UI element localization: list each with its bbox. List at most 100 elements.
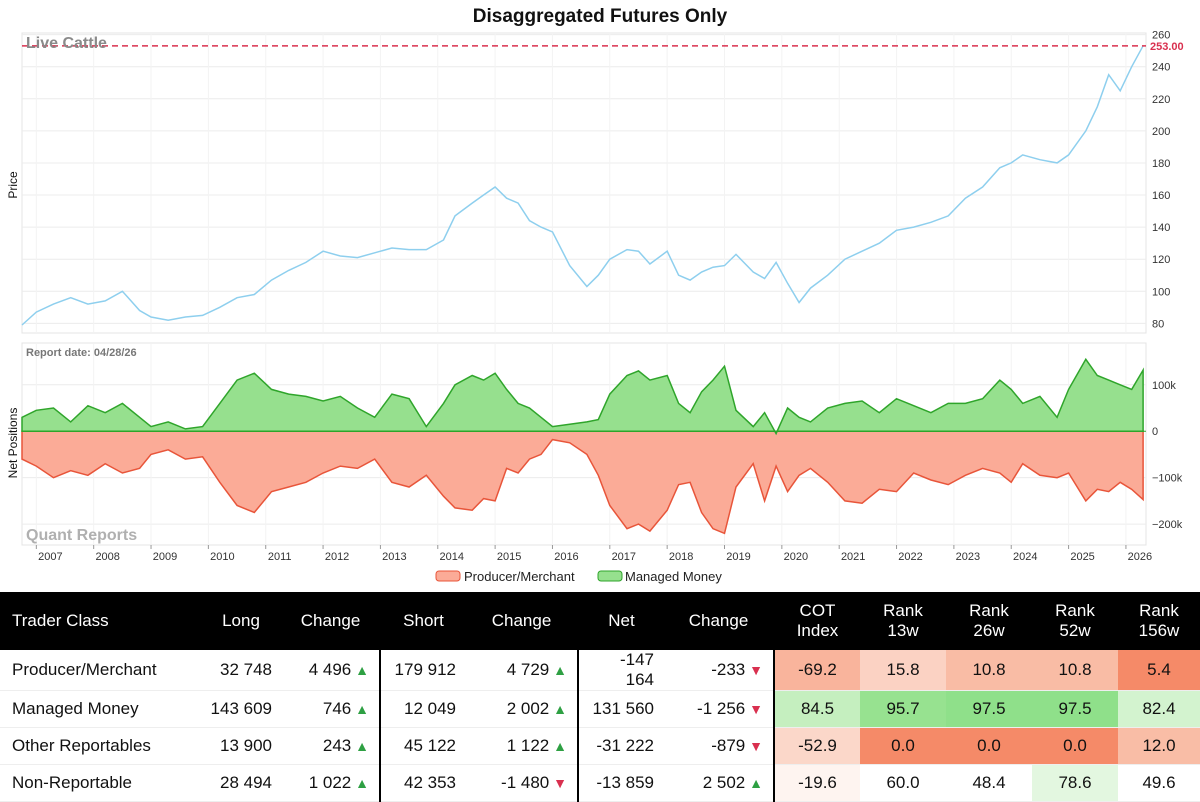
price-gridlines bbox=[22, 33, 1146, 333]
short-change-cell: 4 729 bbox=[466, 650, 578, 691]
net-cell: 131 560 bbox=[577, 690, 664, 728]
x-tick-label: 2012 bbox=[325, 551, 349, 563]
cot-table: Trader Class Long Change Short Change Ne… bbox=[0, 592, 1200, 802]
legend: Producer/Merchant Managed Money bbox=[435, 569, 722, 584]
short-change-cell: 1 122 bbox=[466, 727, 578, 765]
x-tick-label: 2020 bbox=[784, 551, 808, 563]
x-tick-label: 2013 bbox=[382, 551, 406, 563]
net-tick-label: −200k bbox=[1152, 519, 1183, 531]
rank-13w-cell: 0.0 bbox=[860, 727, 946, 765]
rank-13w-cell: 15.8 bbox=[860, 650, 946, 691]
header-rank-26w: Rank 26w bbox=[946, 592, 1032, 650]
legend-label-producer: Producer/Merchant bbox=[464, 569, 575, 584]
short-cell: 179 912 bbox=[379, 650, 466, 691]
net-change-cell: -233 bbox=[664, 650, 774, 691]
net-change-cell: -1 256 bbox=[664, 690, 774, 728]
cot-chart: Disaggregated Futures Only 80 100 120 140 16… bbox=[6, 6, 1184, 584]
x-tick-label: 2014 bbox=[440, 551, 464, 563]
x-tick-label: 2016 bbox=[554, 551, 578, 563]
rank-26w-cell: 48.4 bbox=[946, 764, 1032, 802]
price-tick-label: 80 bbox=[1152, 318, 1164, 330]
legend-swatch-managed bbox=[597, 570, 623, 582]
short-cell: 45 122 bbox=[379, 727, 466, 765]
rank-52w-cell: 97.5 bbox=[1032, 690, 1118, 728]
rank-156w-cell: 82.4 bbox=[1118, 690, 1200, 728]
price-tick-label: 260 bbox=[1152, 30, 1170, 42]
table-header-row: Trader Class Long Change Short Change Ne… bbox=[0, 592, 1200, 650]
commodity-watermark: Live Cattle bbox=[26, 35, 107, 52]
x-tick-label: 2011 bbox=[268, 551, 292, 563]
price-line bbox=[21, 45, 1144, 326]
price-tick-label: 160 bbox=[1152, 190, 1170, 202]
price-y-ticks: 80 100 120 140 160 180 200 220 240 260 bbox=[1152, 30, 1170, 331]
trader-class-cell: Managed Money bbox=[0, 690, 200, 728]
legend-label-managed: Managed Money bbox=[625, 569, 722, 584]
x-tick-label: 2021 bbox=[841, 551, 865, 563]
long-change-cell: 4 496 bbox=[282, 650, 380, 691]
trader-class-cell: Other Reportables bbox=[0, 727, 200, 765]
long-change-cell: 243 bbox=[282, 727, 380, 765]
net-y-ticks: 100k 0 −100k −200k bbox=[1152, 380, 1183, 531]
price-panel: 80 100 120 140 160 180 200 220 240 260 Price 253.… bbox=[6, 30, 1184, 334]
rank-13w-cell: 95.7 bbox=[860, 690, 946, 728]
net-axis-title: Net Positions bbox=[6, 408, 20, 479]
short-cell: 12 049 bbox=[379, 690, 466, 728]
x-tick-label: 2022 bbox=[898, 551, 922, 563]
price-axis-title: Price bbox=[6, 171, 20, 199]
net-cell: -31 222 bbox=[577, 727, 664, 765]
x-tick-label: 2007 bbox=[38, 551, 62, 563]
price-tick-label: 120 bbox=[1152, 254, 1170, 266]
rank-26w-cell: 10.8 bbox=[946, 650, 1032, 691]
managed-money-area bbox=[21, 357, 1144, 436]
header-long-change: Change bbox=[282, 592, 380, 650]
net-tick-label: −100k bbox=[1152, 473, 1183, 485]
header-rank-156w: Rank 156w bbox=[1118, 592, 1200, 650]
x-tick-label: 2010 bbox=[210, 551, 234, 563]
x-tick-label: 2008 bbox=[95, 551, 119, 563]
price-tick-label: 180 bbox=[1152, 158, 1170, 170]
x-tick-label: 2023 bbox=[956, 551, 980, 563]
long-change-cell: 746 bbox=[282, 690, 380, 728]
price-tick-label: 220 bbox=[1152, 94, 1170, 106]
producer-merchant-area bbox=[21, 430, 1144, 535]
cot-index-cell: -19.6 bbox=[773, 764, 860, 802]
long-cell: 143 609 bbox=[200, 690, 282, 728]
price-tick-label: 200 bbox=[1152, 126, 1170, 138]
trader-class-cell: Producer/Merchant bbox=[0, 650, 200, 691]
net-tick-label: 100k bbox=[1152, 380, 1176, 392]
rank-156w-cell: 5.4 bbox=[1118, 650, 1200, 691]
brand-watermark: Quant Reports bbox=[26, 527, 137, 544]
x-tick-label: 2009 bbox=[153, 551, 177, 563]
rank-52w-cell: 0.0 bbox=[1032, 727, 1118, 765]
cot-index-cell: -52.9 bbox=[773, 727, 860, 765]
rank-13w-cell: 60.0 bbox=[860, 764, 946, 802]
net-change-cell: -879 bbox=[664, 727, 774, 765]
short-change-cell: 2 002 bbox=[466, 690, 578, 728]
x-tick-label: 2015 bbox=[497, 551, 521, 563]
long-cell: 32 748 bbox=[200, 650, 282, 691]
rank-26w-cell: 97.5 bbox=[946, 690, 1032, 728]
price-tick-label: 100 bbox=[1152, 286, 1170, 298]
header-cot-index: COT Index bbox=[773, 592, 860, 650]
net-tick-label: 0 bbox=[1152, 426, 1158, 438]
header-rank-13w: Rank 13w bbox=[860, 592, 946, 650]
last-price-label: 253.00 bbox=[1150, 41, 1184, 53]
legend-swatch-producer bbox=[435, 570, 461, 582]
cot-index-cell: 84.5 bbox=[773, 690, 860, 728]
rank-52w-cell: 10.8 bbox=[1032, 650, 1118, 691]
cot-index-cell: -69.2 bbox=[773, 650, 860, 691]
x-tick-label: 2017 bbox=[612, 551, 636, 563]
header-rank-52w: Rank 52w bbox=[1032, 592, 1118, 650]
rank-26w-cell: 0.0 bbox=[946, 727, 1032, 765]
price-plot-area bbox=[21, 32, 1147, 334]
header-short: Short bbox=[379, 592, 466, 650]
x-tick-label: 2026 bbox=[1128, 551, 1152, 563]
x-tick-label: 2019 bbox=[726, 551, 750, 563]
long-cell: 13 900 bbox=[200, 727, 282, 765]
net-positions-panel: 100k 0 −100k −200k Net Positions Report dat… bbox=[6, 342, 1183, 563]
x-tick-label: 2018 bbox=[669, 551, 693, 563]
